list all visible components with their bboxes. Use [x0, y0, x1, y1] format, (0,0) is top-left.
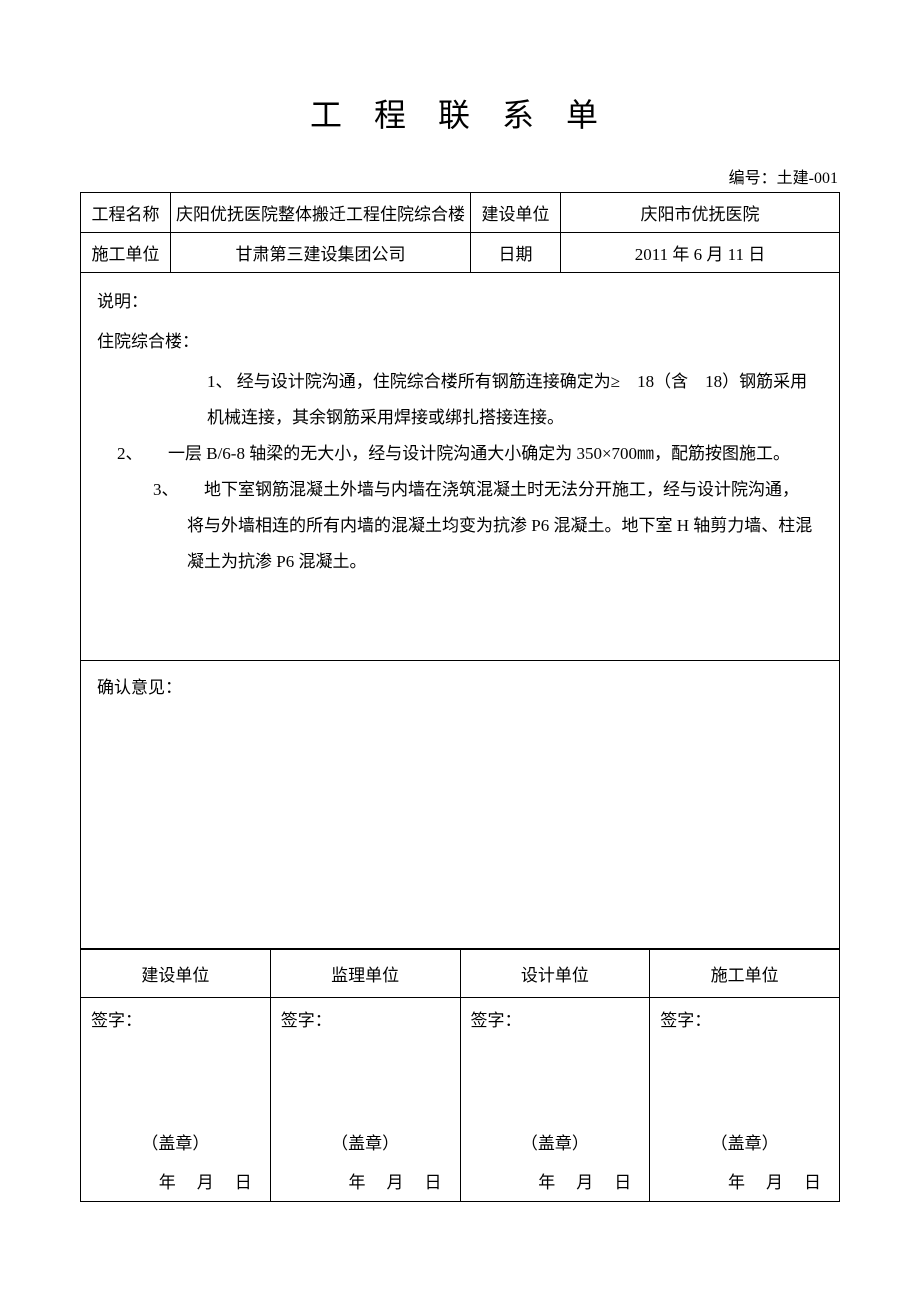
construction-unit-label: 建设单位 — [471, 193, 561, 233]
main-table: 工程名称 庆阳优抚医院整体搬迁工程住院综合楼 建设单位 庆阳市优抚医院 施工单位… — [80, 192, 840, 949]
unit-contractor: 施工单位 — [650, 950, 840, 998]
document-number: 编号：土建-001 — [80, 164, 840, 188]
project-name-value: 庆阳优抚医院整体搬迁工程住院综合楼 — [171, 193, 471, 233]
description-subtitle: 住院综合楼： — [97, 325, 823, 359]
description-cell: 说明： 住院综合楼： 1、 经与设计院沟通，住院综合楼所有钢筋连接确定为≥ 18… — [81, 273, 840, 661]
description-item-2: 2、 一层 B/6-8 轴梁的无大小，经与设计院沟通大小确定为 350×700㎜… — [97, 437, 823, 471]
unit-header-row: 建设单位 监理单位 设计单位 施工单位 — [81, 950, 840, 998]
sign-label: 签字： — [471, 1006, 640, 1031]
seal-label: （盖章） — [471, 1129, 640, 1154]
signature-table: 建设单位 监理单位 设计单位 施工单位 签字： （盖章） 年 月 日 签字： （… — [80, 949, 840, 1202]
date-line: 年 月 日 — [91, 1168, 260, 1193]
signature-row: 签字： （盖章） 年 月 日 签字： （盖章） 年 月 日 签字： （盖章） — [81, 998, 840, 1202]
date-label: 日期 — [471, 233, 561, 273]
construction-unit-value: 庆阳市优抚医院 — [561, 193, 840, 233]
seal-label: （盖章） — [91, 1129, 260, 1154]
header-row-2: 施工单位 甘肃第三建设集团公司 日期 2011 年 6 月 11 日 — [81, 233, 840, 273]
description-item-3-line-3: 凝土为抗渗 P6 混凝土。 — [97, 545, 823, 579]
contractor-value: 甘肃第三建设集团公司 — [171, 233, 471, 273]
contractor-label: 施工单位 — [81, 233, 171, 273]
opinion-row: 确认意见： — [81, 661, 840, 949]
date-line: 年 月 日 — [660, 1168, 829, 1193]
seal-label: （盖章） — [281, 1129, 450, 1154]
sign-label: 签字： — [281, 1006, 450, 1031]
sign-cell-construction: 签字： （盖章） 年 月 日 — [81, 998, 271, 1202]
description-item-1-line-1: 1、 经与设计院沟通，住院综合楼所有钢筋连接确定为≥ 18（含 18）钢筋采用 — [97, 365, 823, 399]
description-row: 说明： 住院综合楼： 1、 经与设计院沟通，住院综合楼所有钢筋连接确定为≥ 18… — [81, 273, 840, 661]
date-line: 年 月 日 — [281, 1168, 450, 1193]
description-item-1-line-2: 机械连接，其余钢筋采用焊接或绑扎搭接连接。 — [97, 401, 823, 435]
project-name-label: 工程名称 — [81, 193, 171, 233]
date-line: 年 月 日 — [471, 1168, 640, 1193]
description-item-3-line-2: 将与外墙相连的所有内墙的混凝土均变为抗渗 P6 混凝土。地下室 H 轴剪力墙、柱… — [97, 509, 823, 543]
unit-construction: 建设单位 — [81, 950, 271, 998]
sign-cell-supervision: 签字： （盖章） 年 月 日 — [270, 998, 460, 1202]
header-row-1: 工程名称 庆阳优抚医院整体搬迁工程住院综合楼 建设单位 庆阳市优抚医院 — [81, 193, 840, 233]
date-value: 2011 年 6 月 11 日 — [561, 233, 840, 273]
opinion-label: 确认意见： — [97, 673, 823, 698]
opinion-cell: 确认意见： — [81, 661, 840, 949]
sign-label: 签字： — [91, 1006, 260, 1031]
description-intro: 说明： — [97, 285, 823, 319]
unit-supervision: 监理单位 — [270, 950, 460, 998]
unit-design: 设计单位 — [460, 950, 650, 998]
document-title: 工 程 联 系 单 — [80, 90, 840, 136]
seal-label: （盖章） — [660, 1129, 829, 1154]
sign-cell-contractor: 签字： （盖章） 年 月 日 — [650, 998, 840, 1202]
sign-cell-design: 签字： （盖章） 年 月 日 — [460, 998, 650, 1202]
description-item-3-line-1: 3、 地下室钢筋混凝土外墙与内墙在浇筑混凝土时无法分开施工，经与设计院沟通， — [97, 473, 823, 507]
sign-label: 签字： — [660, 1006, 829, 1031]
